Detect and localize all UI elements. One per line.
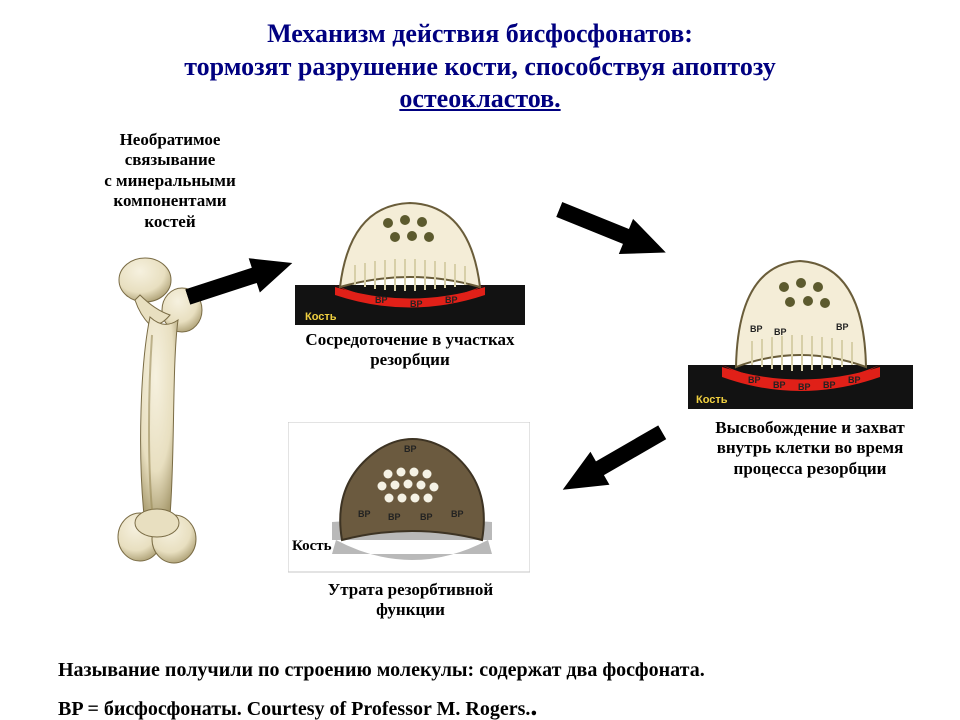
cap4-l2: функции [376,600,445,619]
title-line1: Механизм действия бисфосфонатов: [267,19,693,48]
svg-text:BP: BP [358,509,371,519]
cap3-l3: процесса резорбции [734,459,887,478]
svg-text:BP: BP [388,512,401,522]
diagram-stage: Механизм действия бисфосфонатов: тормозя… [0,0,960,720]
svg-text:Кость: Кость [305,311,337,323]
cap1-l5: костей [144,212,195,231]
title-line3: остеокластов. [399,84,560,113]
cap3-l1: Высвобождение и захват [715,418,904,437]
svg-text:BP: BP [774,327,787,337]
svg-text:Кость: Кость [696,394,728,406]
arrow-3 [552,414,673,508]
caption-step4: Утрата резорбтивной функции [288,580,533,621]
cap1-l2: связывание [125,150,216,169]
cap2-l1: Сосредоточение в участках [305,330,514,349]
cap3-l2: внутрь клетки во время [717,438,904,457]
footer-text-1: Называние получили по строению молекулы:… [58,659,705,681]
svg-text:BP: BP [748,375,761,385]
svg-text:BP: BP [798,382,811,392]
title-line2: тормозят разрушение кости, способствуя а… [184,52,776,81]
svg-text:BP: BP [836,322,849,332]
svg-text:BP: BP [410,299,423,309]
cap1-l1: Необратимое [120,130,221,149]
caption-step1: Необратимое связывание с минеральными ко… [70,130,270,232]
svg-text:BP: BP [823,380,836,390]
footer-line2: BP = бисфосфонаты. Courtesy of Professor… [58,685,537,720]
caption-step2: Сосредоточение в участках резорбции [285,330,535,371]
svg-text:BP: BP [848,375,861,385]
panel-step3: BP BP BP BP BP BP BP BP Кость [688,257,913,409]
svg-text:BP: BP [773,380,786,390]
svg-text:BP: BP [451,509,464,519]
cap1-l4: компонентами [113,191,226,210]
panel-step2: BP BP BP Кость [295,195,525,325]
footer-text-2: BP = бисфосфонаты. Courtesy of Professor… [58,698,530,720]
panel-step4: BP BP BP BP BP Кость [288,422,530,577]
svg-text:BP: BP [420,512,433,522]
cap2-l2: резорбции [370,350,450,369]
main-title: Механизм действия бисфосфонатов: тормозя… [0,18,960,116]
cap4-l1: Утрата резорбтивной [328,580,493,599]
footer-line1: Называние получили по строению молекулы:… [58,655,705,686]
caption-step3: Высвобождение и захват внутрь клетки во … [680,418,940,479]
svg-text:BP: BP [404,444,417,454]
cap1-l3: с минеральными [104,171,236,190]
svg-text:BP: BP [445,295,458,305]
arrow-2 [551,190,673,272]
svg-text:BP: BP [375,295,388,305]
svg-text:Кость: Кость [292,538,332,554]
svg-text:BP: BP [750,324,763,334]
